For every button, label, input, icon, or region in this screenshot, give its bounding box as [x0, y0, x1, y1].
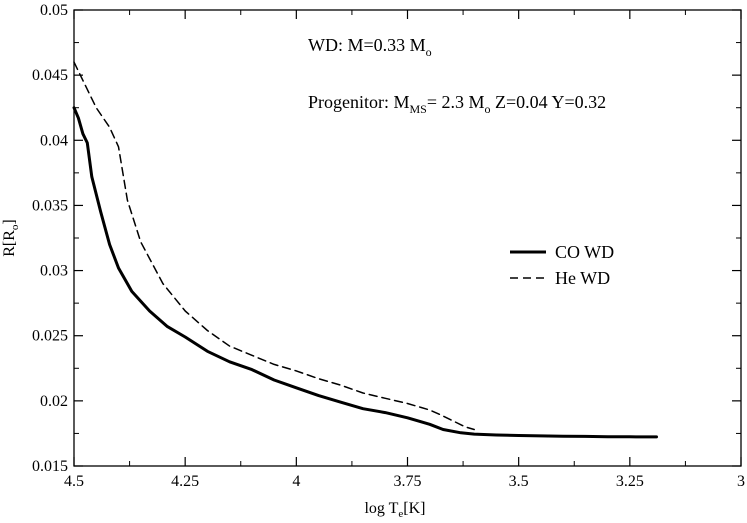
annotation-wd-mass-text: WD: M=0.33 M	[308, 35, 426, 55]
plot-frame	[73, 9, 742, 467]
y-axis-title-sub: o	[9, 224, 21, 230]
x-tick-label: 3.75	[394, 473, 422, 490]
x-axis-title-rest: [K]	[403, 500, 425, 517]
y-tick-label: 0.035	[32, 197, 68, 214]
x-tick-label: 4	[292, 473, 300, 490]
x-tick-label: 4.25	[171, 473, 199, 490]
x-axis-title-sub: e	[398, 508, 403, 520]
annotation-progenitor: Progenitor: MMS= 2.3 Mo Z=0.04 Y=0.32	[308, 92, 606, 116]
legend-label-co-wd: CO WD	[555, 242, 614, 262]
y-tick-label: 0.015	[32, 458, 68, 475]
x-axis-title-base: log T	[364, 500, 398, 517]
y-tick-label: 0.025	[32, 328, 68, 345]
x-tick-label: 3.25	[616, 473, 644, 490]
y-axis-title-base: R[R	[1, 230, 18, 257]
x-tick-label: 4.5	[64, 473, 84, 490]
y-tick-label: 0.02	[40, 393, 68, 410]
y-axis-ticks: 0.015 0.02 0.025 0.03 0.035 0.04 0.045 0.05	[32, 2, 741, 475]
y-tick-label: 0.05	[40, 2, 68, 19]
y-tick-label: 0.03	[40, 263, 68, 280]
annotation-wd-mass: WD: M=0.33 Mo	[308, 35, 432, 59]
x-tick-label: 3	[737, 473, 745, 490]
series-layer	[72, 61, 658, 439]
plot-area	[73, 9, 742, 467]
legend-label-he-wd: He WD	[555, 268, 610, 288]
annotation-progenitor-p2: = 2.3 M	[427, 92, 485, 112]
annotation-progenitor-p3: Z=0.04 Y=0.32	[491, 92, 607, 112]
series-line-co-wd	[72, 106, 658, 439]
annotation-progenitor-sub1: MS	[410, 102, 427, 116]
x-axis-ticks: 4.5 4.25 4 3.75 3.5 3.25 3	[64, 10, 745, 490]
series-line-he-wd	[73, 61, 475, 431]
x-axis-title: log Te[K]	[364, 500, 425, 520]
y-axis-title-rest: ]	[1, 219, 18, 224]
x-tick-label: 3.5	[509, 473, 529, 490]
annotation-progenitor-p1: Progenitor: M	[308, 92, 410, 112]
legend: CO WD He WD	[510, 242, 614, 288]
annotation-wd-mass-sub: o	[426, 45, 432, 59]
y-tick-label: 0.045	[32, 67, 68, 84]
y-tick-label: 0.04	[40, 132, 68, 149]
y-axis-title: R[Ro]	[1, 219, 21, 257]
annotation-progenitor-sub2: o	[485, 102, 491, 116]
